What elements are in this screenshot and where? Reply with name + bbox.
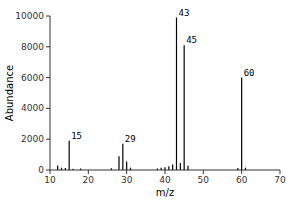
peak-label: 45	[186, 35, 197, 45]
x-tick	[88, 170, 89, 174]
peak	[168, 166, 169, 170]
x-tick-label: 10	[44, 175, 56, 185]
y-tick	[46, 16, 50, 17]
y-tick-label: 8000	[21, 42, 44, 52]
peak	[126, 162, 127, 170]
y-tick-label: 10000	[15, 11, 44, 21]
peak	[241, 78, 242, 170]
x-tick-label: 20	[83, 175, 95, 185]
y-axis	[50, 16, 51, 170]
peak-label: 29	[125, 134, 136, 144]
x-tick	[126, 170, 127, 174]
x-tick-label: 70	[274, 175, 286, 185]
peak	[184, 45, 185, 170]
y-tick-label: 2000	[21, 134, 44, 144]
y-axis-label: Abundance	[4, 65, 15, 121]
peak	[172, 165, 173, 170]
x-tick-label: 60	[236, 175, 248, 185]
peak	[69, 141, 70, 170]
peak	[118, 156, 119, 170]
y-tick	[46, 77, 50, 78]
y-tick-label: 4000	[21, 103, 44, 113]
y-tick	[46, 46, 50, 47]
x-tick	[203, 170, 204, 174]
peak	[176, 18, 177, 170]
x-tick-label: 30	[121, 175, 133, 185]
x-tick-label: 40	[159, 175, 171, 185]
x-tick-label: 50	[198, 175, 210, 185]
peak	[57, 165, 58, 170]
x-tick	[280, 170, 281, 174]
y-tick	[46, 139, 50, 140]
peak-label: 43	[179, 8, 190, 18]
x-tick	[165, 170, 166, 174]
peak	[122, 144, 123, 170]
x-axis-label: m/z	[156, 187, 174, 198]
y-tick-label: 0	[38, 165, 44, 175]
x-tick	[50, 170, 51, 174]
peak-label: 15	[71, 131, 82, 141]
y-tick	[46, 170, 50, 171]
y-tick	[46, 108, 50, 109]
y-tick-label: 6000	[21, 73, 44, 83]
peak	[180, 163, 181, 170]
peak	[187, 166, 188, 170]
peak-label: 60	[244, 68, 255, 78]
chart: 10 20 30 40 50 60 70 0 2000 4000 6000 8000 10000 m/z A…	[0, 0, 292, 200]
x-tick	[241, 170, 242, 174]
peaks	[58, 18, 246, 170]
